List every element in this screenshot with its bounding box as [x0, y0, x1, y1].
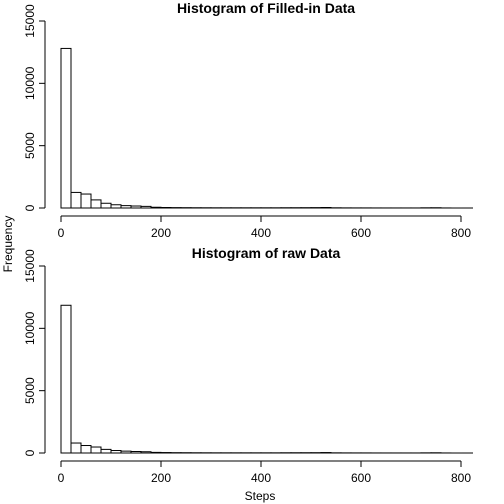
y-tick-label: 10000 — [23, 66, 37, 100]
chart-title: Histogram of raw Data — [192, 245, 341, 261]
histogram-panel-filled: Histogram of Filled-in Data 0 200 400 600 80… — [23, 0, 473, 240]
histogram-bar — [130, 205, 142, 209]
histogram-bar — [80, 445, 92, 454]
x-tick-label: 0 — [58, 226, 65, 240]
histogram-bar — [60, 304, 72, 454]
chart-title: Histogram of Filled-in Data — [177, 0, 355, 16]
x-tick-label: 200 — [151, 226, 171, 240]
histogram-bar — [90, 446, 102, 454]
histogram-bar — [320, 207, 332, 209]
histogram-bar — [90, 199, 102, 209]
y-tick-label: 15000 — [23, 249, 37, 283]
x-tick-label: 400 — [251, 471, 271, 485]
y-axis: 0 5000 10000 15000 — [23, 4, 46, 211]
histogram-bar — [70, 191, 82, 209]
x-axis-label: Steps — [245, 489, 276, 503]
histogram-bar — [150, 206, 162, 209]
x-tick-label: 600 — [351, 226, 371, 240]
y-tick-label: 0 — [23, 204, 37, 211]
histogram-bar — [150, 451, 162, 454]
histogram-panel-raw: Histogram of raw Data 0 200 400 600 800 0 500… — [23, 245, 473, 485]
histogram-bar — [60, 47, 72, 209]
histogram-bar — [160, 207, 172, 209]
histogram-bar — [130, 451, 142, 454]
x-axis: 0 200 400 600 800 — [58, 215, 471, 240]
bars — [60, 304, 473, 454]
histogram-bar — [110, 450, 122, 454]
histogram-bar — [120, 205, 132, 209]
y-tick-label: 5000 — [23, 377, 37, 404]
x-tick-label: 800 — [451, 471, 471, 485]
x-tick-label: 400 — [251, 226, 271, 240]
histogram-bar — [70, 442, 82, 454]
histogram-bar — [80, 193, 92, 209]
y-axis: 0 5000 10000 15000 — [23, 249, 46, 456]
x-tick-label: 600 — [351, 471, 371, 485]
y-tick-label: 5000 — [23, 132, 37, 159]
bars — [60, 47, 473, 209]
histogram-bar — [100, 202, 112, 209]
x-tick-label: 0 — [58, 471, 65, 485]
y-tick-label: 10000 — [23, 311, 37, 345]
y-tick-label: 15000 — [23, 4, 37, 38]
x-tick-label: 200 — [151, 471, 171, 485]
y-tick-label: 0 — [23, 449, 37, 456]
histogram-bar — [140, 205, 152, 209]
histogram-bar — [110, 204, 122, 209]
x-tick-label: 800 — [451, 226, 471, 240]
histogram-bar — [140, 451, 152, 454]
y-axis-label: Frequency — [1, 216, 15, 273]
x-axis: 0 200 400 600 800 — [58, 460, 471, 485]
histogram-bar — [120, 450, 132, 454]
histogram-bar — [100, 448, 112, 454]
